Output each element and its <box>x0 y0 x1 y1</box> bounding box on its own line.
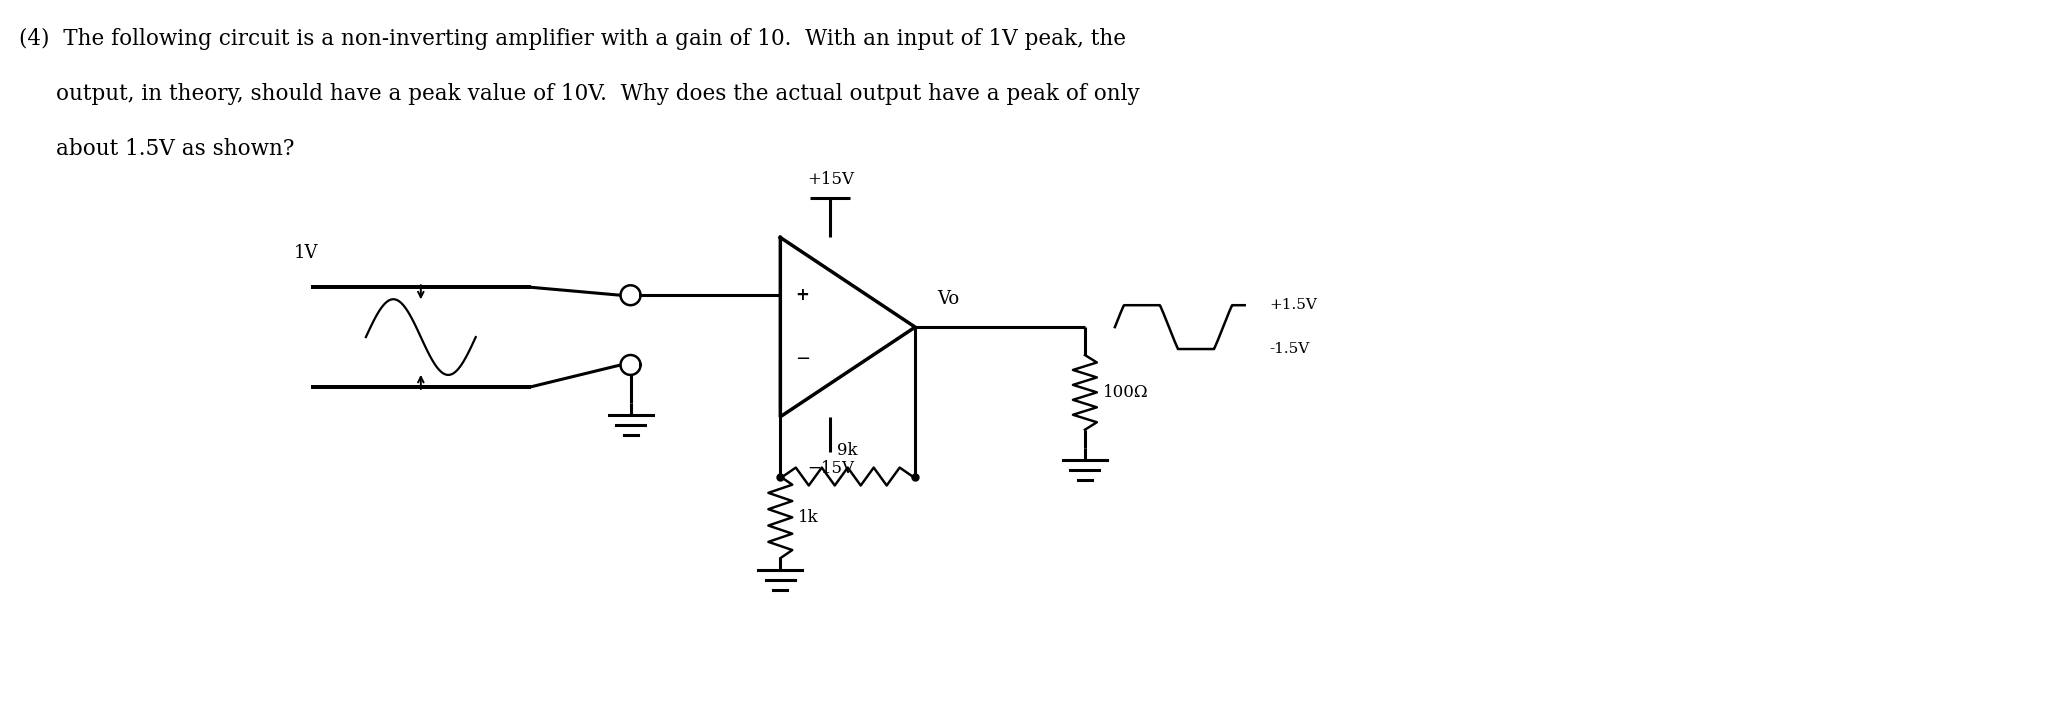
Text: 9k: 9k <box>837 441 857 459</box>
Text: Vo: Vo <box>937 290 960 308</box>
Text: −15V: −15V <box>806 459 853 476</box>
Text: (4)  The following circuit is a non-inverting amplifier with a gain of 10.  With: (4) The following circuit is a non-inver… <box>18 28 1127 51</box>
Text: -1.5V: -1.5V <box>1271 342 1309 356</box>
Text: +: + <box>796 286 810 304</box>
Text: output, in theory, should have a peak value of 10V.  Why does the actual output : output, in theory, should have a peak va… <box>57 83 1140 105</box>
Text: about 1.5V as shown?: about 1.5V as shown? <box>57 138 295 160</box>
Text: 1k: 1k <box>798 509 818 526</box>
Text: −: − <box>794 350 810 368</box>
Text: +15V: +15V <box>806 171 853 188</box>
Text: 100Ω: 100Ω <box>1103 384 1148 401</box>
Text: 1V: 1V <box>295 244 319 262</box>
Text: +1.5V: +1.5V <box>1271 298 1318 312</box>
